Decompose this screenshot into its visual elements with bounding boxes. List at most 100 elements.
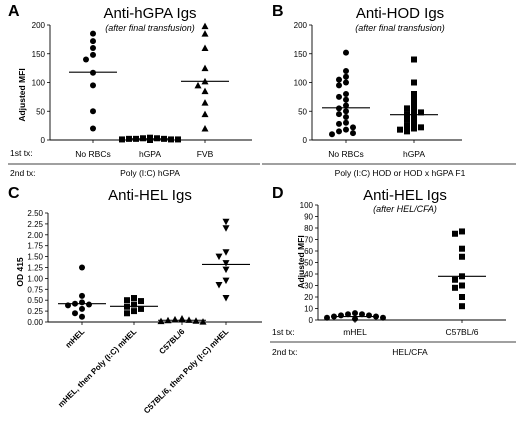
panel-d-data-point (338, 312, 344, 319)
panel-b-title: Anti-HOD Igs (356, 5, 444, 22)
panel-b-data-point (329, 131, 335, 138)
panel-c-data-point (157, 317, 165, 325)
panel-a-ytick-label: 100 (32, 79, 46, 88)
panel-b-data-point (411, 108, 417, 115)
panel-b-data-point (336, 93, 342, 100)
panel-b-data-point (343, 108, 349, 115)
panel-a-ylabel: Adjusted MFI (17, 68, 27, 121)
panel-b-data-point (343, 102, 349, 109)
panel-a-subtitle: (after final transfusion) (105, 23, 195, 33)
panel-c-ytick-label: 1.25 (27, 264, 43, 273)
panel-c-data-point (222, 295, 230, 302)
panel-c-category-label: C57BL/6 (157, 327, 186, 356)
panel-c-plot: 0.00 0.25 0.50 0.75 1.001.25 1.50 1.75 2.00 2.25… (27, 209, 262, 415)
panel-c-data-point (199, 318, 207, 325)
panel-c-data-point (131, 301, 137, 308)
panel-a-category-label: FVB (197, 149, 214, 159)
panel-c-category-label: C57BL/6, then Poly (I:C) mHEL (142, 327, 230, 415)
panel-b-plot: 0 50 100 150 200 No RBCs hGPA (294, 21, 462, 159)
panel-c-data-point (215, 281, 223, 289)
panel-b-ytick-label: 50 (298, 107, 307, 116)
panel-b-category-label: hGPA (403, 149, 425, 159)
panel-c-data-point (222, 266, 230, 274)
panel-a-data-point (119, 136, 125, 143)
panel-b-data-point (336, 111, 342, 118)
panel-a-ytick-label: 50 (36, 107, 45, 116)
panel-a-data-point (201, 30, 209, 37)
panel-d-data-point (459, 303, 465, 310)
panel-c-data-point (79, 305, 85, 312)
panel-a-data-point (168, 136, 174, 143)
panel-d-data-point (452, 276, 458, 283)
panel-a-data-point (154, 135, 160, 142)
panel-d-data-point (352, 315, 358, 322)
panel-a-category-label: No RBCs (75, 149, 110, 159)
panel-d-ytick-label: 80 (304, 224, 313, 233)
panel-a-data-point (175, 136, 181, 143)
panel-d-data-point (380, 314, 386, 321)
panel-d-data-point (359, 311, 365, 318)
panel-b-data-point (397, 126, 403, 133)
panel-b-data-point (343, 96, 349, 103)
panel-a-data-point (201, 22, 209, 30)
panel-c-title: Anti-HEL Igs (108, 187, 192, 204)
panel-d-first-tx-label: 1st tx: (272, 327, 295, 337)
panel-a-category-label: hGPA (139, 149, 161, 159)
panel-c-category-label: mHEL (64, 327, 87, 350)
panel-b-data-point (411, 119, 417, 126)
panel-b-second-tx: Poly (I:C) HOD or HOD x hGPA F1 (335, 168, 466, 178)
panel-b-data-point (411, 114, 417, 120)
panel-d-category-label: mHEL (343, 327, 367, 337)
panel-b-data-point (343, 119, 349, 126)
panel-d-ytick-label: 30 (304, 282, 313, 291)
panel-a-data-point (90, 51, 96, 58)
panel-b-data-point (350, 130, 356, 137)
panel-b-data-point (411, 91, 417, 97)
panel-c-data-point (79, 299, 85, 306)
panel-a-ytick-label: 0 (41, 136, 46, 145)
panel-a-data-point (201, 87, 209, 95)
panel-d-second-tx-label: 2nd tx: (272, 347, 298, 357)
panel-a-title: Anti-hGPA Igs (103, 5, 196, 22)
panel-a-data-point (201, 110, 209, 118)
panel-b-data-point (411, 56, 417, 63)
panel-c-data-point (171, 315, 179, 323)
panel-b-category-label: No RBCs (328, 149, 363, 159)
panel-a-data-point (90, 38, 96, 45)
panel-b-data-point (343, 68, 349, 74)
panel-b-label: B (272, 3, 284, 20)
panel-c-data-point (222, 260, 230, 267)
panel-a-data-point (194, 81, 202, 89)
panel-c-ytick-label: 2.00 (27, 231, 43, 240)
panel-d-label: D (272, 185, 284, 202)
panel-b-data-point (336, 105, 342, 112)
panel-c-data-point (79, 313, 85, 320)
panel-d-data-point (452, 230, 458, 237)
panel-a-data-point (90, 30, 96, 37)
panel-b-ytick-label: 0 (303, 136, 308, 145)
panel-c-ytick-label: 1.00 (27, 274, 43, 283)
panel-b-data-point (336, 120, 342, 127)
panel-c-ytick-label: 2.50 (27, 209, 43, 218)
panel-d-ytick-label: 0 (309, 316, 314, 325)
panel-c-ytick-label: 2.25 (27, 220, 43, 229)
panel-b-data-point (343, 49, 349, 56)
panel-b-data-point (411, 125, 417, 132)
panel-a-plot: 0 50 100 150 200 No RBCs hGPA FVB (32, 21, 252, 159)
panel-d-ytick-label: 20 (304, 293, 313, 302)
panel-a-data-point (201, 64, 209, 72)
panel-b-data-point (343, 73, 349, 80)
panel-d-data-point (366, 312, 372, 319)
panel-c-data-point (79, 292, 85, 299)
panel-c-data-point (185, 316, 193, 323)
panel-b-subtitle: (after final transfusion) (355, 23, 445, 33)
panel-a-second-tx: Poly (I:C) hGPA (120, 168, 180, 178)
panel-b-data-point (404, 116, 410, 123)
panel-b-data-point (343, 114, 349, 120)
panel-c-data-point (124, 310, 130, 317)
panel-d-data-point (459, 282, 465, 289)
panel-c-data-point (72, 310, 78, 317)
panel-b-data-point (411, 79, 417, 86)
panel-d-data-point (452, 284, 458, 291)
panel-a-data-point (201, 125, 209, 132)
